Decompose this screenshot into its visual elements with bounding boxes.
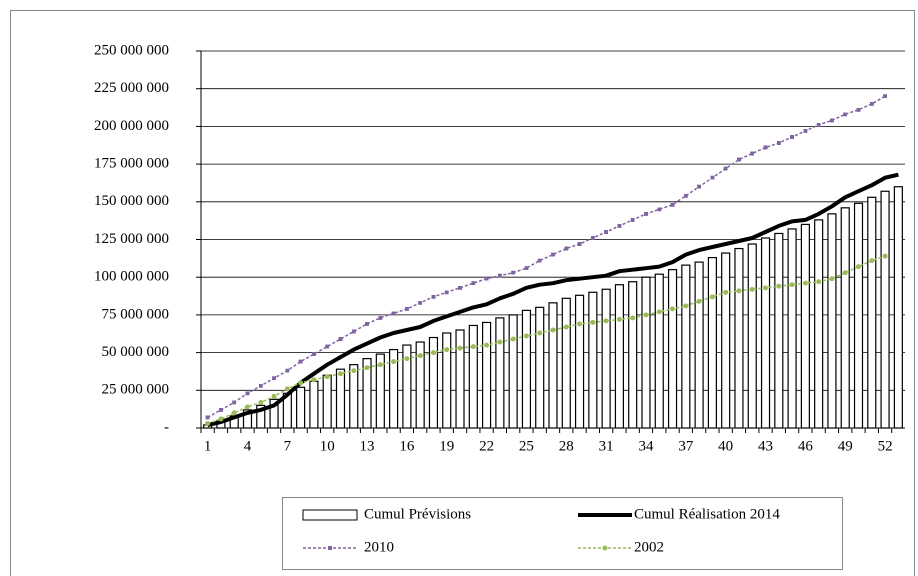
bar — [734, 247, 744, 429]
bar — [628, 281, 638, 429]
x-tick-label: 4 — [244, 438, 252, 454]
bar — [574, 294, 585, 429]
bar — [296, 386, 306, 429]
x-tick-label: 40 — [718, 438, 733, 454]
bar — [309, 380, 319, 429]
bar — [495, 317, 505, 429]
y-tick-label: 200 000 000 — [94, 118, 169, 134]
bar — [335, 368, 346, 429]
bar — [853, 202, 864, 429]
bar — [800, 223, 810, 429]
legend-marker — [602, 545, 608, 551]
bar — [428, 336, 439, 429]
y-tick-label: 100 000 000 — [94, 269, 169, 285]
x-tick-label: 34 — [638, 438, 654, 454]
bar — [760, 237, 771, 429]
legend-label: 2002 — [634, 539, 664, 555]
legend-label: Cumul Réalisation 2014 — [634, 506, 780, 522]
bar — [641, 276, 651, 429]
bar — [694, 261, 704, 429]
line-line-series — [205, 253, 888, 426]
bar — [588, 291, 598, 429]
bar — [548, 302, 558, 429]
legend-box — [282, 497, 843, 570]
bar — [681, 264, 691, 429]
x-tick-label: 13 — [360, 438, 375, 454]
x-tick-label: 1 — [204, 438, 212, 454]
bar — [614, 284, 624, 429]
bar — [535, 306, 545, 429]
bar — [508, 314, 518, 429]
bar — [322, 374, 332, 429]
bar — [455, 329, 465, 429]
bar — [349, 364, 359, 429]
legend-label: 2010 — [364, 539, 394, 555]
bar — [840, 207, 850, 429]
y-tick-label: 225 000 000 — [94, 80, 169, 96]
bar — [787, 228, 797, 429]
bar — [654, 273, 664, 429]
y-tick-label: 250 000 000 — [94, 42, 169, 58]
bar — [521, 309, 532, 429]
y-tick-label: 150 000 000 — [94, 193, 169, 209]
y-tick-label: 25 000 000 — [102, 382, 170, 398]
x-tick-label: 10 — [320, 438, 335, 454]
bar — [402, 344, 412, 429]
x-tick-label: 52 — [878, 438, 893, 454]
legend-marker — [328, 546, 332, 550]
legend-label: Cumul Prévisions — [364, 506, 471, 522]
bar — [774, 232, 784, 429]
legend-swatch — [302, 509, 358, 521]
x-tick-label: 19 — [439, 438, 454, 454]
bar — [561, 297, 571, 429]
y-tick-label: 75 000 000 — [102, 306, 170, 322]
x-tick-label: 43 — [758, 438, 773, 454]
bar — [747, 243, 757, 429]
x-tick-label: 22 — [479, 438, 494, 454]
x-tick-label: 16 — [399, 438, 415, 454]
bar — [893, 186, 903, 429]
bar — [667, 269, 678, 429]
x-tick-label: 31 — [599, 438, 614, 454]
y-tick-label: 50 000 000 — [102, 344, 170, 360]
x-tick-label: 37 — [678, 438, 694, 454]
y-tick-label: 125 000 000 — [94, 231, 169, 247]
bar — [707, 256, 717, 429]
bar — [468, 324, 478, 429]
y-tick-label: - — [164, 419, 169, 435]
bar — [867, 196, 877, 429]
x-tick-label: 25 — [519, 438, 534, 454]
bar — [880, 190, 890, 429]
bar — [442, 332, 452, 429]
bar — [721, 252, 731, 429]
bar — [814, 219, 824, 429]
x-tick-label: 28 — [559, 438, 574, 454]
y-tick-label: 175 000 000 — [94, 156, 169, 172]
bar — [601, 288, 611, 429]
x-tick-label: 49 — [838, 438, 853, 454]
x-tick-label: 46 — [798, 438, 814, 454]
bar — [827, 213, 837, 429]
x-tick-label: 7 — [284, 438, 292, 454]
bar — [482, 321, 492, 429]
